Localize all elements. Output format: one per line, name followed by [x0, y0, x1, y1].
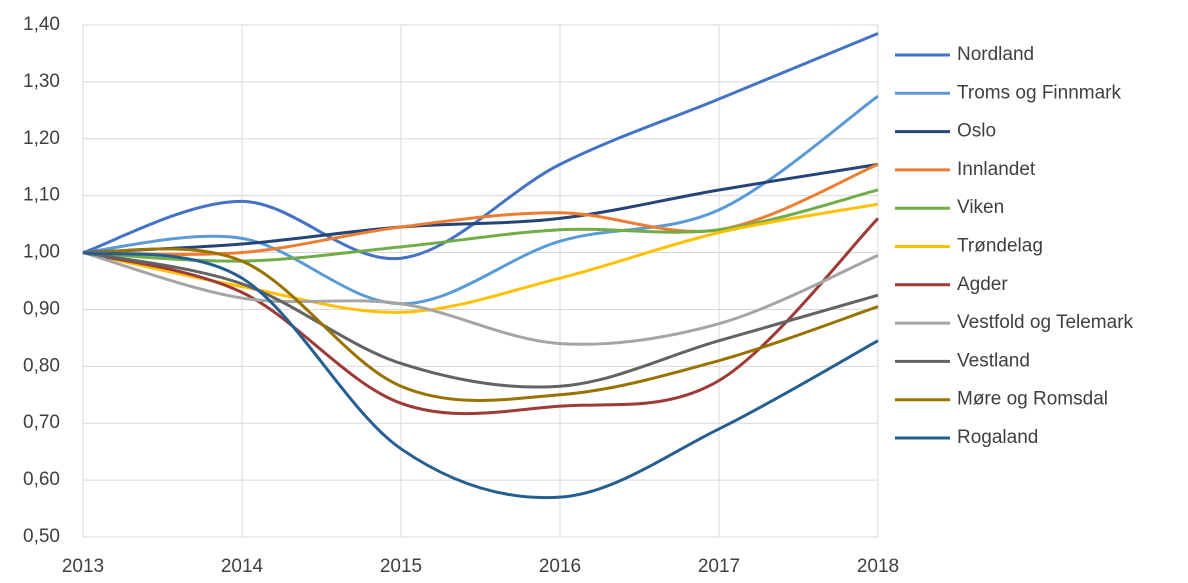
line-series: [82, 162, 879, 255]
line-series: [82, 247, 879, 402]
x-tick-label: 2014: [221, 556, 264, 577]
line-series: [82, 251, 879, 500]
y-tick-label: 1,00: [23, 242, 60, 263]
line-series: [82, 251, 879, 389]
y-tick-label: 1,30: [23, 71, 60, 92]
x-tick-label: 2013: [62, 556, 104, 577]
legend-label: Trøndelag: [957, 236, 1043, 257]
legend-label: Agder: [957, 274, 1008, 295]
x-tick-label: 2016: [539, 556, 581, 577]
line-series: [82, 251, 879, 346]
line-series: [82, 32, 879, 261]
line-series: [82, 94, 879, 306]
y-tick-label: 1,20: [23, 128, 60, 149]
legend-label: Nordland: [957, 44, 1034, 65]
legend-label: Vestfold og Telemark: [957, 312, 1134, 333]
legend-label: Møre og Romsdal: [957, 389, 1108, 410]
legend-label: Innlandet: [957, 159, 1036, 180]
legend-label: Troms og Finnmark: [957, 82, 1121, 103]
y-tick-label: 0,50: [23, 526, 60, 547]
y-tick-label: 1,10: [23, 185, 60, 206]
legend-label: Viken: [957, 197, 1004, 218]
y-tick-label: 0,70: [23, 412, 60, 433]
x-tick-label: 2017: [698, 556, 740, 577]
y-tick-label: 0,60: [23, 469, 60, 490]
x-tick-label: 2018: [857, 556, 899, 577]
line-series: [82, 188, 879, 263]
y-tick-label: 0,90: [23, 298, 60, 319]
y-tick-label: 1,40: [23, 14, 60, 35]
y-tick-label: 0,80: [23, 355, 60, 376]
legend-label: Vestland: [957, 350, 1030, 371]
x-tick-label: 2015: [380, 556, 422, 577]
legend-label: Rogaland: [957, 427, 1038, 448]
legend-label: Oslo: [957, 121, 996, 142]
line-series: [82, 162, 879, 256]
